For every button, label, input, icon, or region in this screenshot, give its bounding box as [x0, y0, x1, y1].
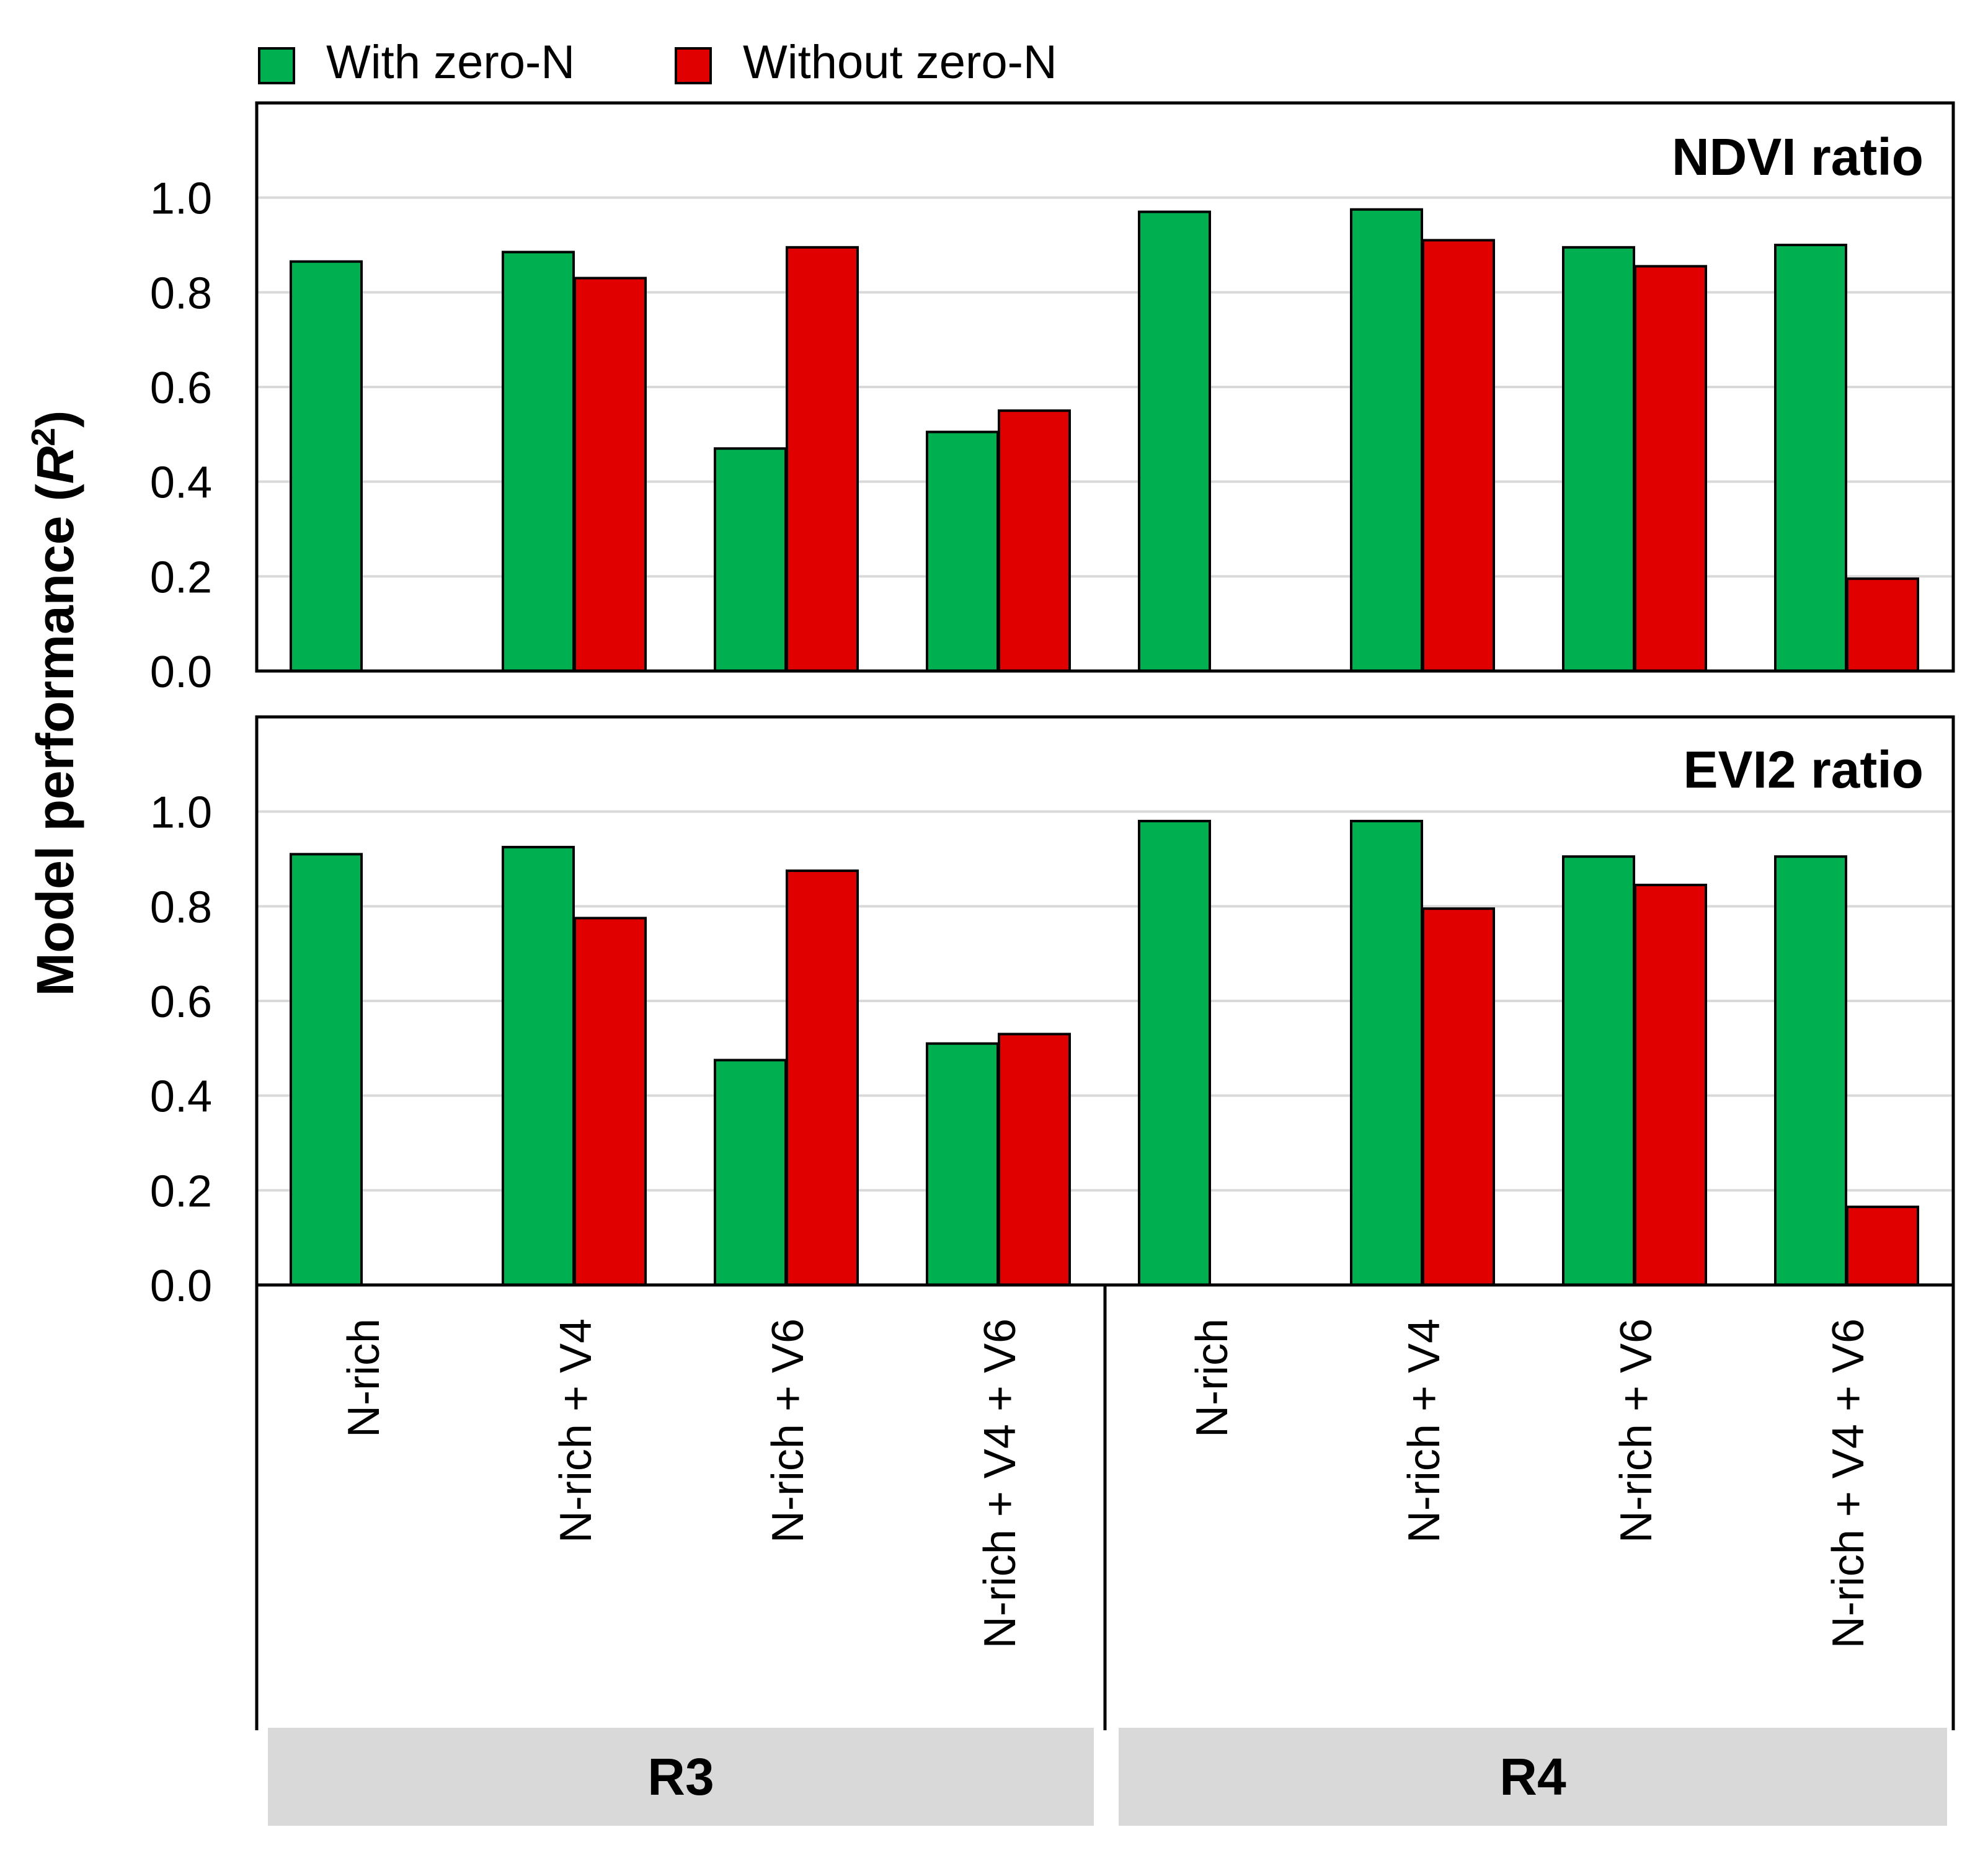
y-tick-label: 0.2 — [150, 553, 212, 602]
y-tick-label: 0.4 — [150, 1072, 212, 1122]
category-axis: N-rich N-rich + V4 N-rich + V6 N-rich + V4 … — [255, 1285, 1955, 1826]
y-tick-label: 0.0 — [150, 647, 212, 697]
legend-label-without-zero-n: Without zero-N — [743, 36, 1057, 89]
bar-evi2-ratio-without-zero-n-4 — [998, 1033, 1071, 1287]
bar-ndvi-ratio-with-zero-n-2 — [502, 251, 575, 672]
bar-evi2-ratio-without-zero-n-2 — [574, 917, 647, 1286]
bar-ndvi-ratio-with-zero-n-3 — [714, 447, 787, 672]
y-tick-label: 0.0 — [150, 1261, 212, 1311]
category-label: N-rich + V4 — [551, 1318, 601, 1543]
group-label-r4: R4 — [1499, 1748, 1566, 1806]
y-tick-label: 1.0 — [150, 788, 212, 838]
bar-evi2-ratio-with-zero-n-8 — [1774, 855, 1847, 1286]
y-tick-label: 0.6 — [150, 977, 212, 1027]
bar-evi2-ratio-without-zero-n-7 — [1634, 883, 1707, 1286]
panel-evi2-ratio: 0.0 0.2 0.4 0.6 0.8 1.0 EVI2 ratio — [150, 715, 1955, 1311]
category-label: N-rich + V4 — [1400, 1318, 1449, 1543]
bar-ndvi-ratio-with-zero-n-5 — [1138, 210, 1211, 673]
bar-evi2-ratio-with-zero-n-7 — [1562, 855, 1635, 1286]
category-label: N-rich — [1187, 1318, 1237, 1438]
bar-ndvi-ratio-without-zero-n-2 — [574, 277, 647, 672]
y-tick-label: 0.6 — [150, 363, 212, 413]
group-band-r4 — [1119, 1728, 1947, 1826]
bar-ndvi-ratio-with-zero-n-6 — [1350, 208, 1423, 672]
bar-ndvi-ratio-with-zero-n-1 — [290, 260, 363, 672]
bar-evi2-ratio-with-zero-n-5 — [1138, 819, 1211, 1286]
legend-swatch-without-zero-n — [675, 47, 712, 84]
group-band-r3 — [268, 1728, 1094, 1826]
bar-ndvi-ratio-with-zero-n-8 — [1774, 244, 1847, 672]
category-label: N-rich + V4 + V6 — [975, 1318, 1025, 1648]
category-label: N-rich + V4 + V6 — [1824, 1318, 1873, 1648]
bar-ndvi-ratio-without-zero-n-3 — [786, 246, 859, 673]
panel-title-ndvi-ratio: NDVI ratio — [1672, 128, 1924, 186]
bar-ndvi-ratio-with-zero-n-7 — [1562, 246, 1635, 673]
y-tick-label: 0.4 — [150, 458, 212, 508]
bar-evi2-ratio-with-zero-n-2 — [502, 845, 575, 1286]
panel-frame — [255, 101, 1955, 673]
bar-ndvi-ratio-without-zero-n-4 — [998, 409, 1071, 673]
legend-label-with-zero-n: With zero-N — [326, 36, 575, 89]
legend-swatch-with-zero-n — [258, 47, 295, 84]
panel-title-evi2-ratio: EVI2 ratio — [1684, 740, 1924, 799]
y-tick-label: 0.8 — [150, 269, 212, 318]
bar-evi2-ratio-with-zero-n-4 — [926, 1042, 999, 1286]
category-label: N-rich + V6 — [763, 1318, 813, 1543]
legend: With zero-N Without zero-N — [258, 36, 1057, 89]
bar-ndvi-ratio-without-zero-n-6 — [1422, 239, 1495, 673]
y-axis-label: Model performance (R2) — [25, 411, 84, 997]
category-label: N-rich + V6 — [1612, 1318, 1661, 1543]
bar-evi2-ratio-with-zero-n-1 — [290, 853, 363, 1287]
category-label: N-rich — [339, 1318, 389, 1438]
bar-ndvi-ratio-with-zero-n-4 — [926, 430, 999, 672]
y-tick-label: 0.8 — [150, 882, 212, 932]
group-label-r3: R3 — [647, 1748, 714, 1806]
bar-ndvi-ratio-without-zero-n-8 — [1846, 577, 1919, 673]
panel-ndvi-ratio: 0.0 0.2 0.4 0.6 0.8 1.0 NDVI ratio — [150, 101, 1955, 697]
bar-evi2-ratio-without-zero-n-8 — [1846, 1206, 1919, 1287]
bar-evi2-ratio-with-zero-n-3 — [714, 1059, 787, 1286]
bar-evi2-ratio-without-zero-n-6 — [1422, 907, 1495, 1286]
bar-evi2-ratio-with-zero-n-6 — [1350, 819, 1423, 1286]
y-tick-label: 1.0 — [150, 174, 212, 224]
bar-evi2-ratio-without-zero-n-3 — [786, 869, 859, 1287]
bar-ndvi-ratio-without-zero-n-7 — [1634, 265, 1707, 673]
y-tick-label: 0.2 — [150, 1167, 212, 1216]
